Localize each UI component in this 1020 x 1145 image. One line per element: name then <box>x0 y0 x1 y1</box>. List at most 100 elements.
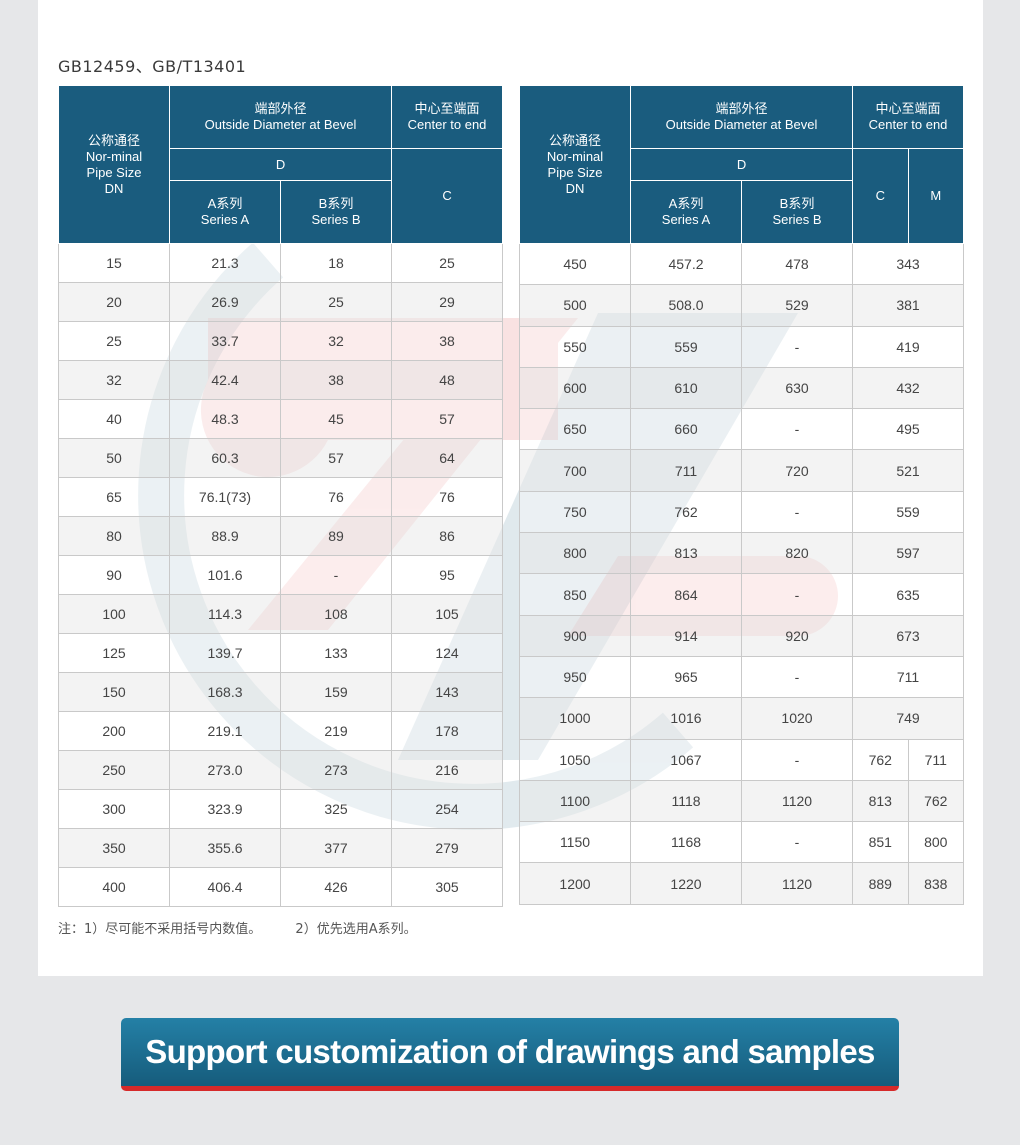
header-d: D <box>629 148 854 181</box>
cell-series-a: 114.3 <box>169 594 281 634</box>
cell-c: 95 <box>391 555 504 595</box>
cell-series-b: 38 <box>279 360 393 400</box>
cell-series-b: 920 <box>740 614 854 657</box>
cell-series-a: 219.1 <box>169 711 281 751</box>
cell-series-a: 1118 <box>630 779 742 823</box>
cell-dn: 550 <box>519 325 631 368</box>
cell-series-a: 88.9 <box>169 516 281 556</box>
cell-c: 762 <box>852 738 909 781</box>
header-outside-diameter: 端部外径 Outside Diameter at Bevel <box>629 85 854 149</box>
footnote-2: 2）优先选用A系列。 <box>295 922 417 937</box>
cell-dn: 600 <box>519 366 631 410</box>
dimension-table-left: 公称通径 Nor-minal Pipe Size DN 端部外径 Outside… <box>58 85 504 907</box>
cell-dn: 20 <box>58 282 170 322</box>
header-d: D <box>168 148 393 181</box>
cell-m: 711 <box>907 738 965 781</box>
cell-dn: 750 <box>519 490 631 534</box>
cell-series-b: 25 <box>279 282 393 322</box>
cell-dn: 40 <box>58 399 170 439</box>
cell-series-a: 1220 <box>630 862 742 905</box>
cell-c: 889 <box>852 862 909 905</box>
table-row: 500 508.0 529 381 <box>519 284 965 327</box>
cell-dn: 250 <box>58 750 170 790</box>
cell-series-b: 133 <box>279 633 393 673</box>
footnote-1: 注：1）尽可能不采用括号内数值。 <box>58 922 262 937</box>
cell-series-b: - <box>740 408 854 451</box>
cell-series-b: 630 <box>740 366 854 410</box>
cell-series-a: 355.6 <box>169 828 281 868</box>
cell-c: 279 <box>391 828 504 868</box>
cell-c: 86 <box>391 516 504 556</box>
customization-banner[interactable]: Support customization of drawings and sa… <box>121 1018 899 1091</box>
cell-dn: 1050 <box>519 738 631 781</box>
cell-series-b: 1120 <box>740 779 854 823</box>
table-row: 125 139.7 133 124 <box>58 633 504 673</box>
cell-series-b: 76 <box>279 477 393 517</box>
cell-series-a: 1067 <box>630 738 742 781</box>
cell-c: 25 <box>391 243 504 283</box>
cell-c: 254 <box>391 789 504 829</box>
cell-m: 800 <box>907 821 965 864</box>
cell-series-a: 762 <box>630 490 742 534</box>
cell-series-a: 273.0 <box>169 750 281 790</box>
table-row: 250 273.0 273 216 <box>58 750 504 790</box>
table-row: 550 559-419 <box>519 325 965 368</box>
cell-c: 851 <box>852 821 909 864</box>
cell-series-a: 660 <box>630 408 742 451</box>
cell-dn: 80 <box>58 516 170 556</box>
cell-c: 124 <box>391 633 504 673</box>
cell-series-a: 76.1(73) <box>169 477 281 517</box>
cell-series-b: - <box>740 490 854 534</box>
cell-c: 57 <box>391 399 504 439</box>
table-row: 950 965-711 <box>519 655 965 699</box>
cell-series-b: 820 <box>740 532 854 575</box>
table-row: 25 33.7 32 38 <box>58 321 504 361</box>
cell-dn: 100 <box>58 594 170 634</box>
header-center-to-end: 中心至端面 Center to end <box>852 85 965 149</box>
cell-series-a: 813 <box>630 532 742 575</box>
table-row: 850 864-635 <box>519 573 965 616</box>
cell-series-b: - <box>740 325 854 368</box>
cell-series-b: 325 <box>279 789 393 829</box>
cell-series-a: 610 <box>630 366 742 410</box>
cell-series-a: 914 <box>630 614 742 657</box>
table-row: 100 114.3 108 105 <box>58 594 504 634</box>
cell-m: 838 <box>907 862 965 905</box>
cell-series-a: 323.9 <box>169 789 281 829</box>
cell-series-a: 965 <box>630 655 742 699</box>
table-row: 1000 1016 1020 749 <box>519 697 965 740</box>
table-row: 90 101.6-95 <box>58 555 504 595</box>
dimension-table-right: 公称通径 Nor-minal Pipe Size DN 端部外径 Outside… <box>519 85 965 905</box>
cell-c: 749 <box>852 697 965 740</box>
cell-series-b: 159 <box>279 672 393 712</box>
cell-series-a: 101.6 <box>169 555 281 595</box>
table-row: 300 323.9 325 254 <box>58 789 504 829</box>
cell-series-b: 45 <box>279 399 393 439</box>
cell-dn: 125 <box>58 633 170 673</box>
cell-c: 76 <box>391 477 504 517</box>
cell-dn: 800 <box>519 532 631 575</box>
cell-series-a: 457.2 <box>630 242 742 286</box>
header-nominal-size: 公称通径 Nor-minal Pipe Size DN <box>58 85 170 244</box>
cell-c: 64 <box>391 438 504 478</box>
cell-dn: 1150 <box>519 821 631 864</box>
table-row: 65 76.1(73) 76 76 <box>58 477 504 517</box>
table-row: 1100 1118 1120 813 762 <box>519 779 965 823</box>
table-row: 80 88.9 89 86 <box>58 516 504 556</box>
cell-c: 143 <box>391 672 504 712</box>
cell-dn: 1100 <box>519 779 631 823</box>
table-row: 40 48.3 45 57 <box>58 399 504 439</box>
table-row: 50 60.3 57 64 <box>58 438 504 478</box>
table-row: 400 406.4 426 305 <box>58 867 504 907</box>
cell-dn: 15 <box>58 243 170 283</box>
table-row: 200 219.1 219 178 <box>58 711 504 751</box>
cell-series-a: 33.7 <box>169 321 281 361</box>
cell-dn: 150 <box>58 672 170 712</box>
cell-c: 432 <box>852 366 965 410</box>
cell-series-a: 21.3 <box>169 243 281 283</box>
cell-series-a: 711 <box>630 449 742 492</box>
cell-series-b: - <box>740 738 854 781</box>
cell-series-b: 57 <box>279 438 393 478</box>
cell-series-a: 42.4 <box>169 360 281 400</box>
cell-c: 38 <box>391 321 504 361</box>
